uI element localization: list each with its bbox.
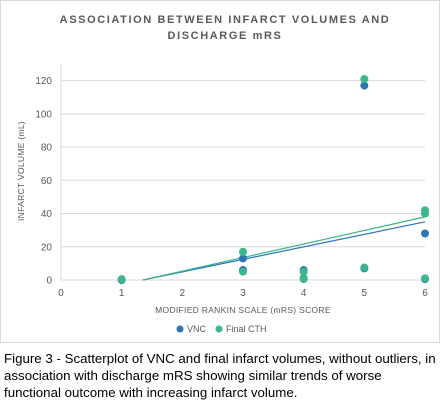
- legend-label-vnc: VNC: [187, 324, 207, 334]
- data-point-final-cth-4: [299, 275, 308, 284]
- chart-title-line-2: DISCHARGE mRS: [168, 30, 283, 42]
- data-point-vnc-7: [421, 229, 429, 238]
- y-tick-label-120: 120: [35, 76, 52, 87]
- x-tick-label-1: 1: [119, 288, 125, 299]
- scatter-chart: ASSOCIATION BETWEEN INFARCT VOLUMES AND …: [16, 14, 429, 334]
- y-tick-label-40: 40: [41, 209, 53, 220]
- x-tick-label-6: 6: [422, 288, 428, 299]
- data-point-final-cth-6: [360, 263, 369, 272]
- x-tick-label-3: 3: [240, 288, 246, 299]
- y-axis-label: INFARCT VOLUME (mL): [16, 121, 26, 221]
- data-point-final-cth-2: [239, 267, 247, 276]
- data-point-final-cth-3: [299, 267, 308, 276]
- data-point-final-cth-0: [117, 275, 126, 284]
- y-tick-label-20: 20: [41, 242, 53, 253]
- x-tick-label-4: 4: [301, 288, 307, 299]
- data-point-final-cth-9: [421, 274, 429, 283]
- figure-caption: Figure 3 - Scatterplot of VNC and final …: [4, 351, 436, 400]
- trendline-final-cth: [142, 216, 426, 281]
- data-point-final-cth-8: [421, 209, 429, 218]
- legend: VNC Final CTH: [176, 324, 267, 334]
- y-tick-label-60: 60: [41, 176, 53, 187]
- data-point-vnc-5: [360, 81, 369, 90]
- x-axis-label: MODIFIED RANKIN SCALE (mRS) SCORE: [155, 305, 331, 315]
- x-tick-label-2: 2: [180, 288, 186, 299]
- legend-marker-final-cth: [215, 325, 223, 333]
- x-tick-label-0: 0: [58, 288, 64, 299]
- y-tick-label-0: 0: [46, 276, 52, 287]
- plot-area: 0 20 40 60 80 100 120 0 1 2 3 4 5 6: [35, 64, 429, 299]
- y-tick-label-80: 80: [41, 143, 53, 154]
- trendline-vnc: [142, 221, 426, 281]
- chart-container: ASSOCIATION BETWEEN INFARCT VOLUMES AND …: [0, 0, 440, 343]
- x-tick-label-5: 5: [362, 288, 368, 299]
- data-point-final-cth-1: [239, 247, 247, 256]
- data-point-final-cth-5: [360, 74, 369, 83]
- legend-marker-vnc: [176, 325, 184, 333]
- legend-label-final-cth: Final CTH: [226, 324, 267, 334]
- data-point-vnc-1: [239, 254, 247, 263]
- y-tick-label-100: 100: [35, 109, 52, 120]
- chart-title-line-1: ASSOCIATION BETWEEN INFARCT VOLUMES AND: [60, 14, 391, 26]
